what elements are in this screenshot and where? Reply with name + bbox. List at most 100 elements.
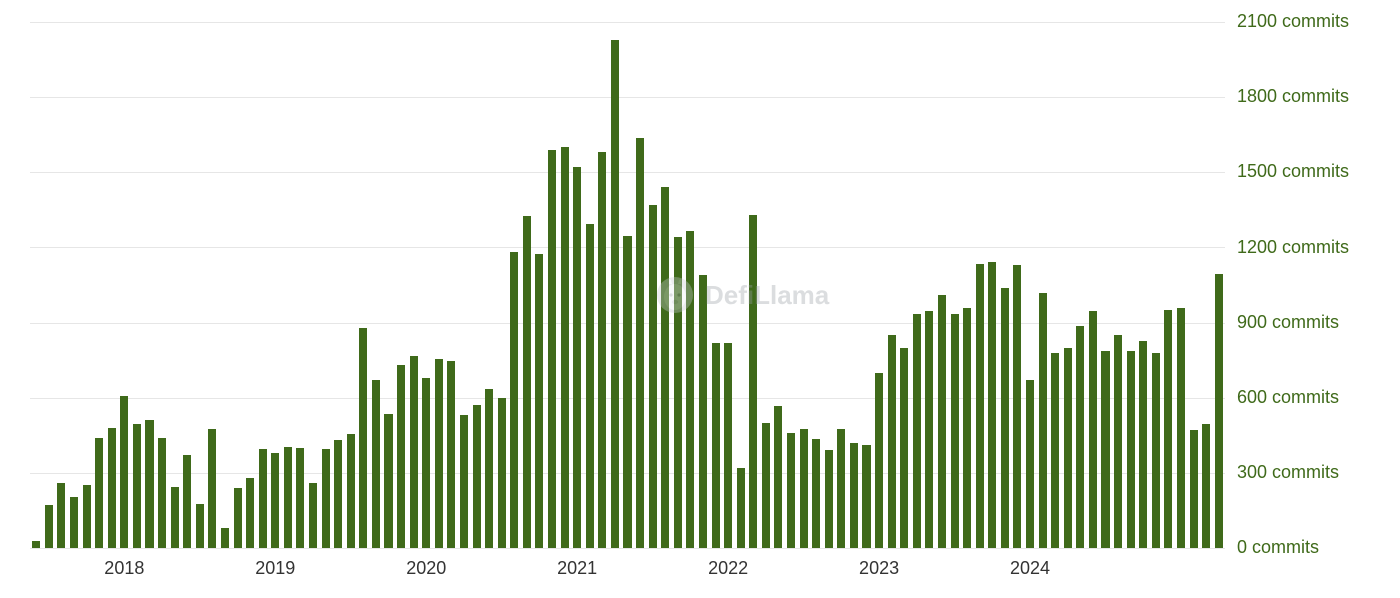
bar [1190,430,1198,548]
bar [749,215,757,548]
bar [686,231,694,548]
y-tick-label: 1800 commits [1237,86,1349,107]
bar [246,478,254,548]
bar [309,483,317,548]
bar [586,224,594,548]
bar [938,295,946,548]
bar [1152,353,1160,548]
x-tick-label: 2021 [557,558,597,579]
bar [611,40,619,548]
bar [1064,348,1072,548]
bar [108,428,116,548]
x-tick-label: 2022 [708,558,748,579]
bar [473,405,481,548]
bar [208,429,216,548]
bar [221,528,229,548]
bar [259,449,267,548]
bar [485,389,493,548]
bar [57,483,65,548]
bar [1164,310,1172,548]
bar [535,254,543,548]
bar [422,378,430,548]
bar [623,236,631,548]
y-tick-label: 1500 commits [1237,161,1349,182]
bar [699,275,707,548]
x-tick-label: 2018 [104,558,144,579]
bar [372,380,380,548]
bar [523,216,531,548]
bar [875,373,883,548]
bar [171,487,179,548]
bar [234,488,242,548]
bar [737,468,745,548]
bar [712,343,720,548]
bar [1089,311,1097,548]
bar [397,365,405,548]
bar [812,439,820,548]
bar [1177,308,1185,548]
bar [862,445,870,548]
bar [1202,424,1210,548]
bar [347,434,355,548]
bar [561,147,569,548]
bar [674,237,682,548]
y-tick-label: 600 commits [1237,387,1339,408]
bar [573,167,581,548]
bar [510,252,518,548]
bar [70,497,78,548]
bar [322,449,330,548]
bar [183,455,191,548]
x-tick-label: 2019 [255,558,295,579]
bar [32,541,40,549]
bar [296,448,304,548]
bar [837,429,845,548]
bar [1076,326,1084,548]
bar [800,429,808,548]
gridline [30,548,1225,550]
y-tick-label: 0 commits [1237,537,1319,558]
bar [661,187,669,548]
bar [284,447,292,548]
y-tick-label: 1200 commits [1237,237,1349,258]
y-tick-label: 2100 commits [1237,11,1349,32]
commits-bar-chart: 0 commits300 commits600 commits900 commi… [0,0,1400,598]
bar [825,450,833,548]
bar [83,485,91,548]
bar [447,361,455,548]
bar [435,359,443,548]
bar [95,438,103,548]
bar [120,396,128,548]
bar [334,440,342,548]
bar [951,314,959,548]
bar [925,311,933,548]
plot-area [30,22,1225,548]
bar [359,328,367,548]
gridline [30,172,1225,174]
bar [900,348,908,548]
x-tick-label: 2020 [406,558,446,579]
bar [1051,353,1059,548]
bar [145,420,153,548]
bar [384,414,392,548]
bar [271,453,279,548]
bar [963,308,971,548]
bar [787,433,795,548]
bar [724,343,732,548]
bar [1215,274,1223,548]
x-tick-label: 2023 [859,558,899,579]
bar [1013,265,1021,548]
bar [976,264,984,548]
bar [762,423,770,548]
bar [1001,288,1009,548]
bar [548,150,556,548]
x-tick-label: 2024 [1010,558,1050,579]
bar [649,205,657,548]
bar [410,356,418,548]
bar [988,262,996,548]
bar [1139,341,1147,548]
y-tick-label: 900 commits [1237,312,1339,333]
bar [1114,335,1122,548]
bar [460,415,468,548]
bar [774,406,782,548]
gridline [30,97,1225,99]
